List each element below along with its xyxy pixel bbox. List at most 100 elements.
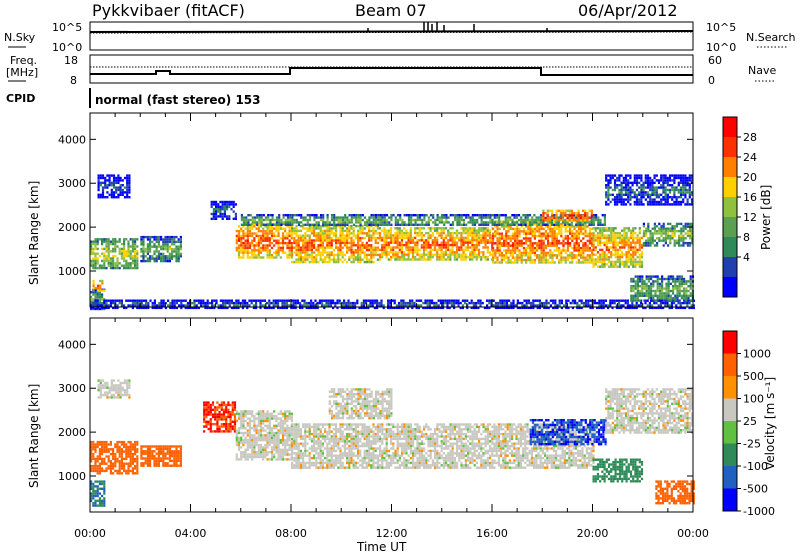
noise-left-tick-top: 10^5 bbox=[52, 21, 82, 34]
data-band-3 bbox=[140, 445, 182, 467]
data-band-5 bbox=[235, 410, 293, 461]
y-tick-label: 2000 bbox=[58, 426, 86, 439]
data-band-14 bbox=[605, 174, 694, 206]
colorbar-swatch bbox=[723, 237, 737, 258]
velocity-panel: 4000 3000 2000 1000 Slant Range [km] 1000 50… bbox=[27, 317, 777, 518]
colorbar-tick-label: 24 bbox=[743, 151, 757, 164]
noise-panel: N.Sky 10^5 10^0 10^5 10^0 N.Search bbox=[4, 21, 796, 54]
y-tick-label: 3000 bbox=[58, 177, 86, 190]
x-tick-label: 00:00 bbox=[74, 527, 106, 540]
data-band-6 bbox=[235, 222, 293, 259]
colorbar-swatch bbox=[723, 137, 737, 158]
cpid-label: CPID bbox=[6, 92, 35, 105]
data-band-3 bbox=[92, 279, 106, 292]
data-band-0 bbox=[90, 440, 139, 475]
power-colorbar-label: Power [dB] bbox=[759, 185, 773, 250]
data-band-15 bbox=[90, 299, 695, 310]
freq-right-tick-bottom: 0 bbox=[708, 74, 715, 87]
data-band-10 bbox=[605, 388, 694, 434]
data-band-13 bbox=[542, 209, 593, 222]
colorbar-frame bbox=[722, 116, 738, 298]
noise-right-tick-bottom: 10^0 bbox=[706, 41, 736, 54]
data-band-8 bbox=[378, 227, 494, 261]
colorbar-tick-label: -25 bbox=[743, 438, 761, 451]
velocity-y-axis: 4000 3000 2000 1000 bbox=[58, 338, 693, 483]
y-tick-label: 1000 bbox=[58, 470, 86, 483]
colorbar-tick-label: 25 bbox=[743, 415, 757, 428]
data-band-8 bbox=[529, 419, 607, 446]
colorbar-tick-label: 100 bbox=[743, 393, 764, 406]
data-band-9 bbox=[592, 458, 644, 483]
data-band-7 bbox=[328, 388, 393, 420]
colorbar-swatch bbox=[723, 376, 737, 399]
colorbar-tick-label: -1000 bbox=[743, 505, 775, 518]
noise-right-tick-top: 10^5 bbox=[706, 21, 736, 34]
noise-sky-line bbox=[89, 30, 694, 33]
y-tick-label: 4000 bbox=[58, 338, 86, 351]
colorbar-tick-label: 20 bbox=[743, 171, 757, 184]
noise-right-label: N.Search bbox=[746, 31, 796, 44]
data-band-6 bbox=[291, 423, 595, 469]
data-band-10 bbox=[592, 227, 644, 268]
data-band-1 bbox=[97, 379, 131, 399]
freq-panel: Freq. [MHz] 18 8 60 0 Nave bbox=[6, 54, 776, 87]
cpid-mode: normal (fast stereo) 153 bbox=[95, 93, 261, 107]
colorbar-swatch bbox=[723, 277, 737, 298]
y-tick-label: 3000 bbox=[58, 382, 86, 395]
freq-left-label-1: Freq. bbox=[10, 54, 37, 67]
colorbar-swatch bbox=[723, 488, 737, 512]
velocity-heatmap bbox=[90, 379, 695, 507]
colorbar-tick-label: 12 bbox=[743, 211, 757, 224]
data-band-2 bbox=[90, 480, 106, 507]
x-tick-label: 04:00 bbox=[175, 527, 207, 540]
x-tick-label: 00:00 bbox=[677, 527, 709, 540]
data-band-4 bbox=[203, 401, 237, 433]
x-tick-label: 08:00 bbox=[275, 527, 307, 540]
data-band-2 bbox=[97, 174, 131, 199]
freq-right-tick-top: 60 bbox=[708, 54, 722, 67]
colorbar-swatch bbox=[723, 257, 737, 278]
data-band-4 bbox=[140, 235, 182, 263]
colorbar-swatch bbox=[723, 157, 737, 178]
x-axis: 00:00 04:00 08:00 12:00 16:00 20:00 00:00 bbox=[74, 113, 709, 540]
velocity-y-label: Slant Range [km] bbox=[27, 384, 41, 488]
colorbar-swatch bbox=[723, 421, 737, 444]
colorbar-tick-label: 28 bbox=[743, 131, 757, 144]
colorbar-swatch bbox=[723, 177, 737, 198]
colorbar-swatch bbox=[723, 217, 737, 238]
y-tick-label: 4000 bbox=[58, 133, 86, 146]
colorbar-swatch bbox=[723, 466, 737, 489]
power-heatmap bbox=[90, 174, 695, 311]
colorbar-swatch bbox=[723, 398, 737, 422]
beam-label: Beam 07 bbox=[355, 1, 427, 20]
colorbar-tick-label: -100 bbox=[743, 460, 768, 473]
y-tick-label: 2000 bbox=[58, 221, 86, 234]
data-band-11 bbox=[642, 222, 694, 247]
noise-left-tick-bottom: 10^0 bbox=[52, 41, 82, 54]
power-colorbar: 28 24 20 16 12 8 4 bbox=[722, 116, 757, 298]
power-y-label: Slant Range [km] bbox=[27, 181, 41, 285]
velocity-colorbar: 1000 500 100 25 -25 -100 -500 -1000 bbox=[722, 330, 775, 518]
x-axis-label: Time UT bbox=[356, 540, 407, 554]
x-tick-label: 12:00 bbox=[376, 527, 408, 540]
freq-left-label-2: [MHz] bbox=[6, 66, 38, 79]
velocity-colorbar-label: Velocity [m s⁻¹] bbox=[763, 377, 777, 470]
colorbar-tick-label: 500 bbox=[743, 370, 764, 383]
colorbar-swatch bbox=[723, 353, 737, 377]
title: Pykkvibaer (fitACF) bbox=[92, 1, 245, 20]
colorbar-tick-label: 16 bbox=[743, 191, 757, 204]
colorbar-swatch bbox=[723, 331, 737, 354]
freq-left-tick-top: 18 bbox=[64, 54, 78, 67]
colorbar-swatch bbox=[723, 443, 737, 467]
noise-left-label: N.Sky bbox=[4, 31, 36, 44]
colorbar-tick-label: 4 bbox=[743, 251, 750, 264]
data-band-5 bbox=[210, 200, 237, 220]
date-label: 06/Apr/2012 bbox=[578, 1, 678, 20]
colorbar-tick-label: 1000 bbox=[743, 348, 771, 361]
colorbar-tick-label: 8 bbox=[743, 231, 750, 244]
nave-label: Nave bbox=[748, 64, 776, 77]
x-tick-label: 16:00 bbox=[476, 527, 508, 540]
freq-left-tick-bottom: 8 bbox=[70, 74, 77, 87]
y-tick-label: 1000 bbox=[58, 265, 86, 278]
